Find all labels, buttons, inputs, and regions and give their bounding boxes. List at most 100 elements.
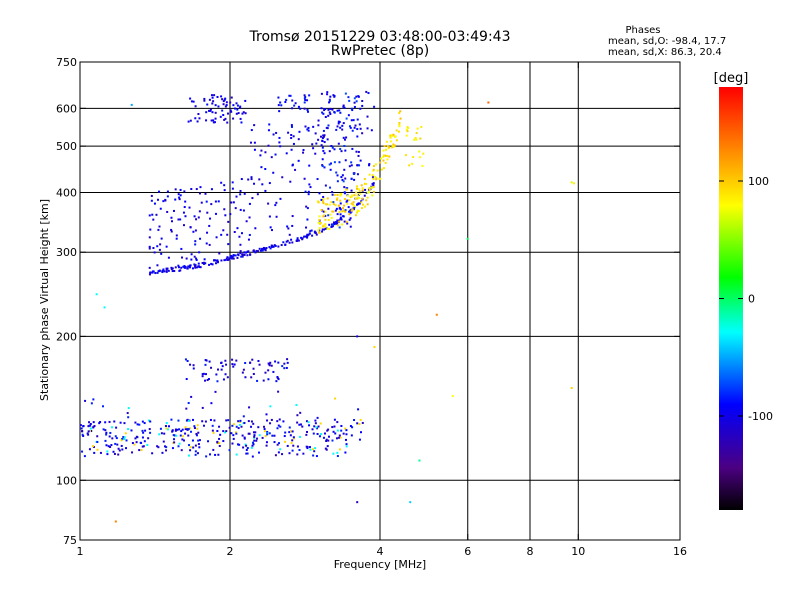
echo-point: [356, 173, 359, 176]
echo-point: [140, 449, 143, 452]
echo-point: [231, 181, 234, 184]
echo-point: [409, 501, 412, 504]
echo-point: [121, 448, 124, 451]
echo-point: [180, 266, 183, 269]
echo-point: [314, 231, 317, 234]
echo-point: [184, 358, 187, 361]
echo-point: [112, 450, 115, 453]
echo-point: [395, 139, 398, 142]
echo-point: [282, 241, 285, 244]
echo-point: [252, 431, 255, 434]
echo-point: [319, 221, 322, 224]
echo-point: [350, 189, 353, 192]
echo-point: [350, 107, 353, 110]
echo-point: [291, 439, 294, 442]
echo-point: [211, 263, 214, 266]
echo-point: [399, 110, 402, 113]
echo-point: [226, 376, 229, 379]
echo-point: [317, 200, 320, 203]
echo-point: [208, 98, 211, 101]
echo-point: [269, 405, 272, 408]
echo-point: [164, 199, 167, 202]
echo-point: [161, 270, 164, 273]
echo-point: [414, 136, 417, 139]
echo-point: [234, 207, 237, 210]
echo-point: [322, 134, 325, 137]
echo-point: [178, 196, 181, 199]
echo-point: [382, 154, 385, 157]
echo-point: [218, 252, 221, 255]
echo-point: [232, 437, 235, 440]
echo-point: [357, 95, 360, 98]
echo-point: [228, 449, 231, 452]
phases-title: Phases: [625, 25, 660, 36]
echo-point: [211, 424, 214, 427]
echo-point: [355, 95, 358, 98]
echo-point: [165, 270, 168, 273]
echo-point: [284, 431, 287, 434]
echo-point: [193, 425, 196, 428]
echo-point: [214, 104, 217, 107]
echo-point: [342, 136, 345, 139]
echo-point: [247, 420, 250, 423]
echo-point: [180, 430, 183, 433]
echo-point: [205, 111, 208, 114]
echo-point: [195, 188, 198, 191]
echo-point: [357, 202, 360, 205]
echo-point: [352, 203, 355, 206]
echo-point: [235, 195, 238, 198]
echo-point: [366, 127, 369, 130]
echo-point: [186, 359, 189, 362]
echo-point: [291, 107, 294, 110]
echo-point: [408, 164, 411, 167]
echo-point: [360, 431, 363, 434]
echo-point: [305, 235, 308, 238]
phase-stats-o: mean, sd,O: -98.4, 17.7: [608, 36, 726, 47]
echo-point: [344, 209, 347, 212]
echo-point: [289, 434, 292, 437]
echo-point: [342, 207, 345, 210]
echo-point: [228, 257, 231, 260]
echo-point: [303, 97, 306, 100]
echo-point: [216, 441, 219, 444]
echo-point: [192, 100, 195, 103]
echo-point: [204, 262, 207, 265]
echo-point: [233, 423, 236, 426]
echo-point: [235, 359, 238, 362]
echo-point: [175, 234, 178, 237]
echo-point: [398, 122, 401, 125]
echo-point: [267, 378, 270, 381]
echo-point: [263, 428, 266, 431]
echo-point: [173, 434, 176, 437]
echo-point: [214, 117, 217, 120]
echo-point: [348, 125, 351, 128]
echo-point: [291, 163, 294, 166]
echo-point: [419, 137, 422, 140]
echo-point: [86, 432, 89, 435]
echo-point: [338, 434, 341, 437]
echo-point: [266, 433, 269, 436]
echo-point: [350, 119, 353, 122]
echo-point: [246, 452, 249, 455]
echo-point: [190, 253, 193, 256]
echo-point: [236, 256, 239, 259]
echo-point: [353, 105, 356, 108]
echo-point: [177, 419, 180, 422]
echo-point: [209, 418, 212, 421]
echo-point: [281, 453, 284, 456]
echo-point: [314, 152, 317, 155]
echo-point: [170, 418, 173, 421]
echo-point: [267, 144, 270, 147]
echo-point: [386, 144, 389, 147]
echo-point: [246, 254, 249, 257]
echo-point: [251, 358, 254, 361]
echo-point: [181, 428, 184, 431]
echo-point: [355, 191, 358, 194]
echo-point: [250, 129, 253, 132]
echo-point: [308, 183, 311, 186]
echo-point: [245, 220, 248, 223]
echo-point: [92, 398, 95, 401]
echo-point: [189, 449, 192, 452]
echo-point: [257, 359, 260, 362]
echo-point: [205, 200, 208, 203]
